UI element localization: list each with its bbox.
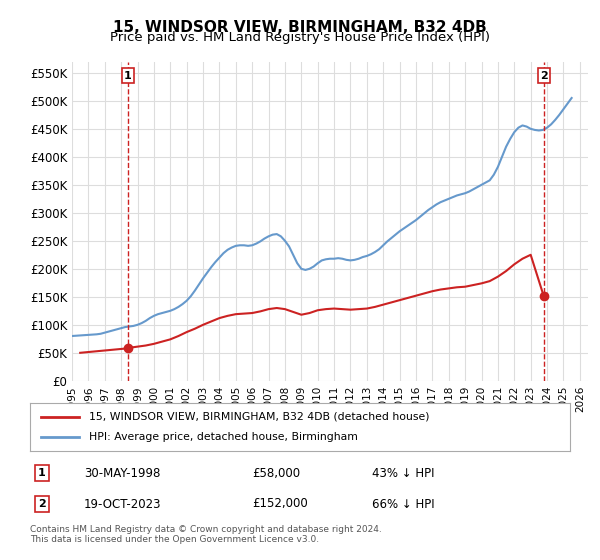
Text: 15, WINDSOR VIEW, BIRMINGHAM, B32 4DB: 15, WINDSOR VIEW, BIRMINGHAM, B32 4DB [113,20,487,35]
Text: 30-MAY-1998: 30-MAY-1998 [84,466,160,480]
Text: £152,000: £152,000 [252,497,308,511]
Text: 2: 2 [38,499,46,509]
Text: £58,000: £58,000 [252,466,300,480]
Text: 1: 1 [124,71,132,81]
Text: 1: 1 [38,468,46,478]
Text: 15, WINDSOR VIEW, BIRMINGHAM, B32 4DB (detached house): 15, WINDSOR VIEW, BIRMINGHAM, B32 4DB (d… [89,412,430,422]
Text: HPI: Average price, detached house, Birmingham: HPI: Average price, detached house, Birm… [89,432,358,442]
Text: 2: 2 [540,71,547,81]
Text: Contains HM Land Registry data © Crown copyright and database right 2024.
This d: Contains HM Land Registry data © Crown c… [30,525,382,544]
Text: Price paid vs. HM Land Registry's House Price Index (HPI): Price paid vs. HM Land Registry's House … [110,31,490,44]
Text: 43% ↓ HPI: 43% ↓ HPI [372,466,434,480]
Text: 19-OCT-2023: 19-OCT-2023 [84,497,161,511]
Text: 66% ↓ HPI: 66% ↓ HPI [372,497,434,511]
